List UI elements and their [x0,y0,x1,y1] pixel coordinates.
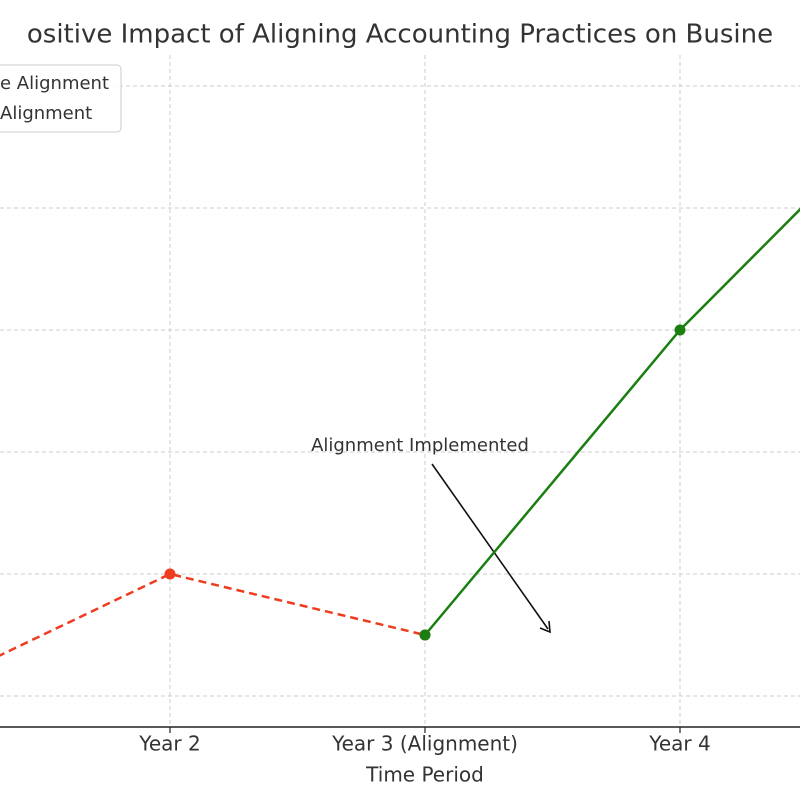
legend-label: e Alignment [0,73,109,94]
point [674,324,686,336]
x-tick-label: Year 2 [138,732,200,756]
chart-title: ositive Impact of Aligning Accounting Pr… [27,20,773,50]
series-line [0,572,426,657]
annotation-arrow [431,463,549,630]
x-tick-label: Year 4 [648,732,710,756]
series-line [424,207,800,636]
x-tick-label: Year 3 (Alignment) [331,732,518,756]
annotation: Alignment Implemented [311,435,529,456]
point [419,629,431,641]
legend-box [0,64,122,133]
point [164,568,176,580]
x-axis-label: Time Period [365,763,484,787]
legend-label: Alignment [0,103,92,124]
arrow-head [539,620,551,634]
